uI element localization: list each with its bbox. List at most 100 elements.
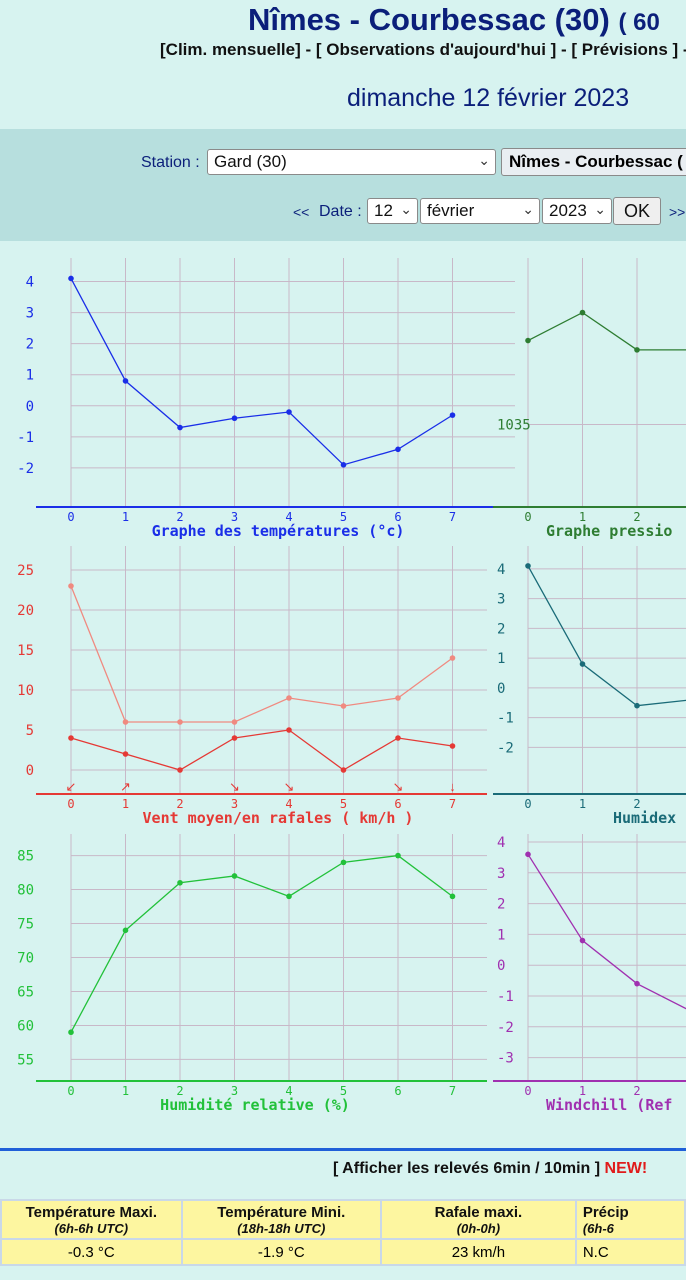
y-tick-label: -2 [17, 461, 34, 477]
chart-title: Graphe des températures (°c) [152, 522, 405, 540]
y-tick-label: 0 [26, 763, 34, 779]
series-line [70, 854, 453, 1033]
summary-values-row: -0.3 °C -1.9 °C 23 km/h N.C [0, 1238, 686, 1266]
station-label: Station : [141, 154, 200, 171]
header-rafale-title: Rafale maxi. [434, 1204, 523, 1221]
day-value: 12 [374, 201, 393, 220]
header-temp-min: Température Mini. (18h-18h UTC) [180, 1199, 382, 1240]
y-tick-label: 3 [497, 592, 505, 608]
data-point [231, 735, 238, 741]
data-point [68, 735, 74, 741]
data-point [449, 743, 456, 749]
selection-band [0, 129, 686, 241]
data-point [340, 703, 347, 709]
y-tick-label: 4 [497, 562, 505, 578]
value-rafale: 23 km/h [379, 1238, 577, 1266]
y-tick-label: -1 [497, 989, 514, 1005]
data-point [634, 980, 640, 987]
y-tick-label: 3 [497, 866, 505, 882]
day-select[interactable]: 12 ⌄ [367, 198, 418, 224]
y-tick-label: 75 [17, 917, 34, 933]
date-label: Date : [319, 203, 362, 220]
x-tick-label: 3 [231, 797, 238, 811]
chevron-down-icon: ⌄ [400, 201, 412, 217]
y-tick-label: 0 [497, 681, 505, 697]
x-tick-label: 4 [285, 1084, 292, 1098]
wind-direction-arrow: ↓ [449, 779, 456, 794]
y-tick-label: 4 [497, 835, 505, 851]
data-point [634, 702, 640, 709]
y-tick-label: 80 [17, 883, 34, 899]
y-tick-label: 10 [17, 683, 34, 699]
chart-title: Humidité relative (%) [160, 1096, 350, 1114]
chart-title: Windchill (Ref [546, 1096, 672, 1114]
data-point [449, 893, 456, 900]
chart-panel-3: 0 1 2 -2 -1 0 1 2 3 4 Humidex [493, 546, 686, 827]
y-tick-label: -3 [497, 1051, 514, 1067]
y-tick-label: 2 [26, 337, 34, 353]
year-select[interactable]: 2023 ⌄ [542, 198, 612, 224]
data-point [340, 767, 347, 773]
x-tick-label: 0 [67, 1084, 74, 1098]
data-point [231, 719, 238, 725]
data-point [525, 563, 531, 569]
y-tick-label: 25 [17, 563, 34, 579]
next-date-link[interactable]: >> [669, 204, 686, 220]
ok-button[interactable]: OK [613, 197, 661, 225]
x-tick-label: 2 [633, 510, 640, 524]
department-select[interactable]: Gard (30) ⌄ [207, 149, 496, 175]
x-tick-label: 1 [579, 510, 586, 524]
x-tick-label: 6 [394, 1084, 401, 1098]
data-point [68, 275, 74, 282]
y-tick-label: 1 [497, 927, 505, 943]
data-point [579, 661, 586, 667]
x-tick-label: 1 [122, 510, 129, 524]
afficher-releves-link[interactable]: [ Afficher les relevés 6min / 10min ] NE… [333, 1160, 647, 1178]
y-tick-label: 60 [17, 1018, 34, 1034]
header-temp-min-sub: (18h-18h UTC) [237, 1221, 326, 1236]
prev-date-link[interactable]: << [293, 204, 310, 220]
x-tick-label: 2 [633, 1084, 640, 1098]
data-point [449, 412, 456, 418]
header-temp-min-title: Température Mini. [217, 1204, 346, 1221]
x-tick-label: 3 [231, 510, 238, 524]
x-tick-label: 0 [524, 1084, 531, 1098]
data-point [286, 695, 292, 701]
graphs-area: 0 1 2 3 4 5 6 7 -2 -1 0 1 2 3 4 Graphe des températures… [17, 258, 686, 1114]
data-point [395, 695, 401, 701]
x-tick-label: 0 [67, 797, 74, 811]
x-tick-label: 7 [449, 797, 456, 811]
data-point [525, 851, 531, 858]
series-line [527, 853, 686, 1010]
series-line [527, 565, 686, 707]
chart-panel-4: 0 1 2 3 4 5 6 7 55 60 65 70 75 80 85 Humidité relative … [17, 834, 487, 1114]
data-point [340, 462, 347, 468]
data-point [68, 1029, 74, 1036]
y-tick-label: -2 [497, 1020, 514, 1036]
data-point [177, 719, 183, 725]
month-select[interactable]: février ⌄ [420, 198, 540, 224]
x-tick-label: 1 [122, 1084, 129, 1098]
y-tick-label: 70 [17, 951, 34, 967]
x-tick-label: 6 [394, 797, 401, 811]
x-tick-label: 6 [394, 510, 401, 524]
value-temp-min: -1.9 °C [180, 1238, 382, 1266]
x-tick-label: 4 [285, 797, 292, 811]
wind-direction-arrow: ↗ [120, 779, 131, 794]
chart-title: Humidex [613, 809, 676, 827]
chart-panel-1: 0 1 2 1035 Graphe pressio [493, 258, 686, 540]
header-rafale: Rafale maxi. (0h-0h) [379, 1199, 577, 1240]
data-point [340, 859, 347, 866]
nav-links[interactable]: [Clim. mensuelle] - [ Observations d'auj… [160, 40, 686, 59]
chevron-down-icon: ⌄ [478, 152, 490, 168]
data-point [231, 873, 238, 879]
y-tick-label: 5 [26, 723, 34, 739]
data-point [525, 337, 531, 344]
data-point [449, 655, 456, 661]
y-tick-label: 4 [26, 275, 34, 291]
x-tick-label: 5 [340, 1084, 347, 1098]
header-rafale-sub: (0h-0h) [456, 1221, 501, 1236]
chart-title: Vent moyen/en rafales ( km/h ) [143, 809, 414, 827]
series-line [70, 585, 453, 723]
station-select[interactable]: Nîmes - Courbessac ( [501, 148, 686, 176]
